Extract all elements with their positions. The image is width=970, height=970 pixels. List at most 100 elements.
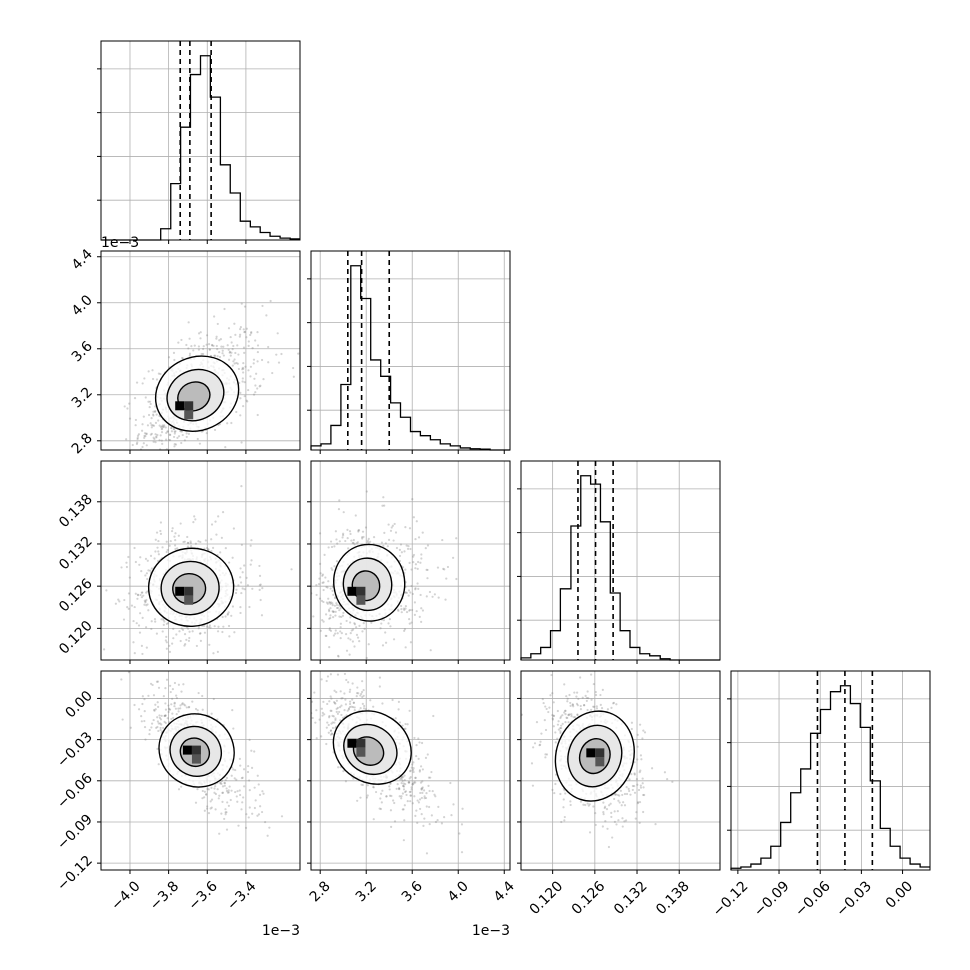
sample-point	[403, 629, 406, 632]
sample-point	[572, 716, 575, 719]
sample-point	[317, 640, 319, 642]
sample-point	[212, 652, 215, 655]
sample-point	[247, 764, 250, 768]
sample-point	[181, 702, 184, 705]
sample-point	[259, 598, 262, 602]
sample-point	[409, 547, 412, 551]
sample-point	[380, 541, 384, 544]
sample-point	[137, 624, 141, 627]
sample-point	[586, 690, 589, 693]
sample-point	[250, 331, 253, 335]
sample-point	[346, 709, 349, 712]
sample-point	[381, 644, 385, 647]
sample-point	[181, 703, 184, 706]
sample-point	[415, 809, 418, 812]
sample-point	[402, 788, 406, 791]
x-tick-label: −3.8	[147, 878, 182, 913]
sample-point	[177, 492, 179, 494]
sample-point	[207, 343, 211, 346]
sample-point	[131, 457, 133, 459]
sample-point	[250, 766, 254, 769]
sample-point	[356, 799, 359, 802]
sample-point	[417, 757, 420, 760]
sample-point	[176, 436, 179, 439]
x-tick-label: −0.12	[710, 878, 752, 920]
sample-point	[427, 784, 430, 788]
sample-point	[404, 722, 407, 726]
sample-point	[550, 673, 553, 677]
sample-point	[207, 548, 210, 551]
histogram-panel-0	[97, 40, 301, 241]
density-panel-0-2	[100, 460, 301, 661]
sample-point	[382, 619, 385, 622]
sample-point	[239, 567, 242, 570]
sample-point	[166, 548, 169, 552]
sample-point	[352, 701, 355, 704]
mode-bin	[356, 595, 366, 605]
sample-point	[347, 637, 350, 640]
sample-point	[440, 822, 444, 825]
sample-point	[636, 733, 639, 736]
sample-point	[160, 714, 163, 717]
sample-point	[136, 594, 140, 597]
sample-point	[156, 433, 159, 437]
sample-point	[241, 801, 244, 804]
sample-point	[408, 561, 411, 564]
sample-point	[420, 557, 423, 560]
sample-point	[132, 619, 135, 623]
mode-bin	[595, 748, 605, 758]
sample-point	[405, 591, 409, 595]
sample-point	[128, 402, 131, 405]
sample-point	[335, 699, 338, 702]
sample-point	[177, 710, 180, 713]
panel-frame	[520, 670, 721, 871]
sample-point	[224, 778, 227, 782]
sample-point	[543, 719, 546, 722]
sample-point	[152, 410, 155, 413]
sample-point	[425, 852, 429, 855]
sample-point	[174, 539, 177, 542]
sample-point	[224, 547, 227, 550]
sample-point	[455, 537, 458, 540]
sample-point	[337, 655, 340, 658]
sample-point	[339, 626, 342, 629]
sample-point	[590, 698, 593, 701]
sample-point	[220, 779, 224, 783]
sample-point	[351, 541, 354, 545]
sample-point	[141, 382, 144, 385]
sample-point	[405, 544, 408, 547]
sample-point	[420, 787, 424, 790]
sample-point	[225, 787, 228, 790]
sample-point	[431, 595, 434, 598]
sample-point	[155, 531, 159, 534]
sample-point	[403, 819, 406, 822]
sample-point	[387, 523, 390, 526]
sample-point	[638, 800, 642, 804]
sample-point	[153, 617, 157, 621]
sample-point	[388, 794, 392, 797]
sample-point	[141, 423, 144, 426]
y-tick-label: 3.2	[69, 384, 96, 411]
sample-point	[324, 634, 327, 637]
sample-point	[160, 428, 164, 431]
sample-point	[337, 507, 341, 511]
sample-point	[579, 704, 582, 708]
sample-point	[202, 352, 205, 356]
sample-point	[390, 794, 393, 798]
sample-point	[409, 800, 412, 803]
sample-point	[254, 384, 257, 387]
sample-point	[338, 706, 342, 709]
sample-point	[299, 662, 301, 664]
sample-point	[225, 811, 228, 814]
sample-point	[152, 414, 155, 417]
sample-point	[413, 613, 416, 616]
sample-point	[334, 629, 337, 632]
sample-point	[607, 845, 611, 849]
sample-point	[153, 708, 156, 712]
sample-point	[217, 797, 220, 800]
sample-point	[556, 723, 560, 726]
sample-point	[177, 534, 180, 537]
sample-point	[242, 346, 246, 349]
sample-point	[160, 427, 163, 430]
sample-point	[420, 788, 423, 791]
